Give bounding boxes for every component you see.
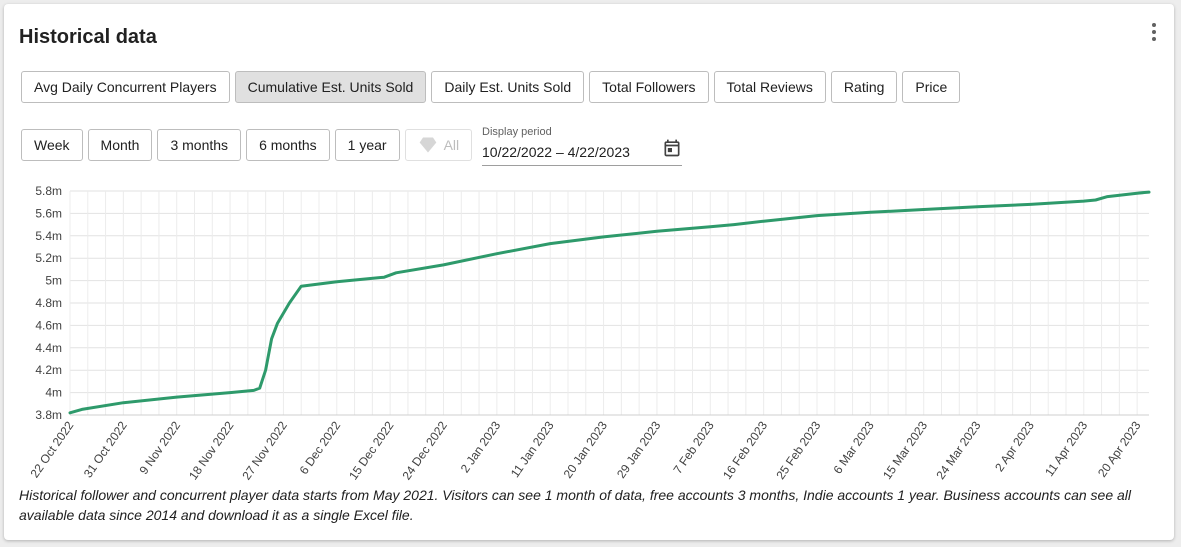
x-tick-label: 6 Mar 2023 [831, 418, 877, 476]
x-tick-label: 9 Nov 2022 [136, 418, 183, 477]
units-sold-line-chart: 3.8m 4m 4.2m 4.4m 4.6m 4.8m 5m 5.2m 5.4m 5.6m 5.8m… [27, 184, 1151, 482]
display-period-label: Display period [482, 126, 552, 138]
metric-tabs: Avg Daily Concurrent Players Cumulative … [21, 71, 961, 103]
x-tick-label: 6 Dec 2022 [297, 418, 344, 477]
historical-data-card: Historical data Avg Daily Concurrent Pla… [4, 4, 1174, 540]
period-6-months-button[interactable]: 6 months [246, 129, 330, 161]
tab-avg-daily-concurrent-players[interactable]: Avg Daily Concurrent Players [21, 71, 230, 103]
x-tick-label: 29 Jan 2023 [614, 418, 664, 480]
period-all-button: All [404, 129, 473, 161]
period-buttons: Week Month 3 months 6 months 1 year All [21, 129, 473, 161]
y-axis-ticks: 3.8m 4m 4.2m 4.4m 4.6m 4.8m 5m 5.2m 5.4m 5.6m 5.8m [35, 184, 62, 422]
tab-daily-est-units-sold[interactable]: Daily Est. Units Sold [431, 71, 585, 103]
y-tick-label: 4.4m [35, 341, 62, 355]
period-all-label: All [443, 137, 460, 153]
x-tick-label: 31 Oct 2022 [81, 418, 130, 480]
y-tick-label: 5.6m [35, 206, 62, 220]
x-tick-label: 27 Nov 2022 [239, 418, 290, 482]
card-title: Historical data [19, 26, 157, 48]
period-month-button[interactable]: Month [87, 129, 153, 161]
tab-total-followers[interactable]: Total Followers [589, 71, 709, 103]
tab-cumulative-est-units-sold[interactable]: Cumulative Est. Units Sold [234, 71, 427, 103]
y-tick-label: 4m [45, 386, 62, 400]
y-tick-label: 4.2m [35, 363, 62, 377]
y-tick-label: 5.2m [35, 251, 62, 265]
x-tick-label: 24 Mar 2023 [933, 418, 983, 481]
y-tick-label: 3.8m [35, 408, 62, 422]
display-period-value[interactable]: 10/22/2022 – 4/22/2023 [482, 144, 630, 160]
y-tick-label: 5.4m [35, 229, 62, 243]
x-tick-label: 18 Nov 2022 [186, 418, 237, 482]
x-tick-label: 2 Jan 2023 [458, 418, 504, 475]
period-week-button[interactable]: Week [21, 129, 83, 161]
y-tick-label: 4.8m [35, 296, 62, 310]
x-tick-label: 11 Apr 2023 [1042, 418, 1090, 479]
more-options-icon[interactable] [1144, 22, 1164, 42]
x-tick-label: 11 Jan 2023 [508, 418, 557, 480]
tab-price[interactable]: Price [902, 71, 961, 103]
x-tick-label: 15 Mar 2023 [880, 418, 930, 481]
y-tick-label: 4.6m [35, 318, 62, 332]
gem-icon [419, 137, 436, 153]
y-tick-label: 5.8m [35, 184, 62, 198]
x-tick-label: 7 Feb 2023 [670, 418, 716, 476]
x-tick-label: 20 Apr 2023 [1095, 418, 1144, 479]
period-1-year-button[interactable]: 1 year [334, 129, 400, 161]
tab-total-reviews[interactable]: Total Reviews [713, 71, 826, 103]
y-tick-label: 5m [45, 274, 62, 288]
x-tick-label: 22 Oct 2022 [27, 418, 76, 480]
calendar-icon[interactable] [662, 138, 682, 158]
series-line [68, 190, 1151, 415]
period-3-months-button[interactable]: 3 months [157, 129, 242, 161]
x-tick-label: 25 Feb 2023 [773, 418, 823, 481]
x-tick-label: 16 Feb 2023 [720, 418, 770, 481]
display-period-field[interactable]: Display period 10/22/2022 – 4/22/2023 [482, 126, 682, 166]
chart-grid [69, 190, 1149, 416]
x-axis-ticks: 22 Oct 2022 31 Oct 2022 9 Nov 2022 18 Nov 2… [27, 418, 1143, 482]
x-tick-label: 20 Jan 2023 [561, 418, 611, 480]
x-tick-label: 15 Dec 2022 [346, 418, 397, 482]
footnote: Historical follower and concurrent playe… [19, 487, 1132, 523]
x-tick-label: 24 Dec 2022 [399, 418, 450, 482]
tab-rating[interactable]: Rating [830, 71, 898, 103]
x-tick-label: 2 Apr 2023 [992, 418, 1037, 474]
